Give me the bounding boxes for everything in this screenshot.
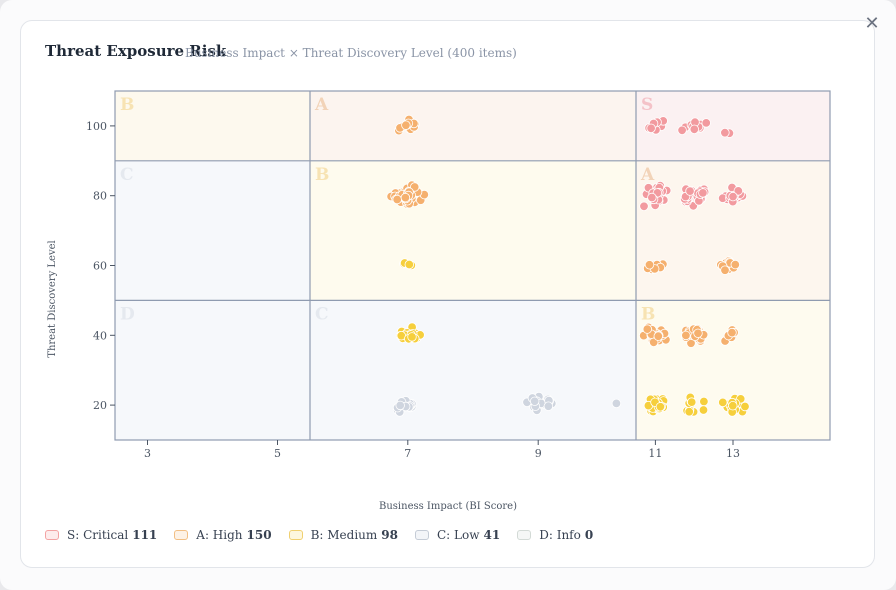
legend-count: 0 (584, 528, 594, 542)
chart-subtitle: Business Impact × Threat Discovery Level… (185, 46, 517, 60)
data-point[interactable] (687, 397, 697, 407)
legend-swatch-low (415, 530, 429, 540)
data-point[interactable] (720, 127, 730, 138)
zone-borders (114, 90, 831, 441)
legend-count: 98 (381, 528, 398, 542)
data-point[interactable] (718, 397, 728, 408)
data-point[interactable] (681, 330, 691, 341)
data-point[interactable] (611, 398, 622, 409)
data-point[interactable] (728, 401, 738, 411)
legend-label: B: Medium (310, 528, 378, 542)
legend-swatch-high (174, 530, 189, 540)
data-point[interactable] (728, 191, 738, 202)
data-point[interactable] (530, 396, 540, 407)
close-icon[interactable]: ✕ (864, 13, 880, 34)
y-axis-label: Threat Discovery Level (47, 240, 58, 357)
y-tick-label: 100 (86, 120, 107, 133)
zone-grade-label: A (314, 95, 329, 115)
data-point[interactable] (653, 331, 664, 341)
risk-zone (310, 91, 636, 161)
legend-label: S: Critical (67, 528, 129, 542)
risk-zone (636, 91, 830, 161)
risk-zone (636, 300, 830, 440)
data-point[interactable] (693, 328, 703, 339)
data-point[interactable] (677, 125, 687, 136)
data-point[interactable] (727, 327, 737, 338)
zone-grade-label: C (315, 304, 329, 324)
legend-label: D: Info (539, 528, 581, 542)
data-point[interactable] (644, 260, 655, 270)
data-point[interactable] (730, 259, 741, 270)
legend-item-high[interactable]: A: High 150 (174, 528, 272, 542)
data-point[interactable] (733, 186, 744, 196)
zone-grade-label: S (641, 95, 653, 115)
data-point[interactable] (392, 194, 402, 205)
zone-grade-label: B (315, 165, 329, 185)
data-point[interactable] (701, 118, 711, 128)
legend-item-medium[interactable]: B: Medium 98 (288, 528, 398, 542)
x-tick-label: 13 (726, 447, 740, 460)
data-point[interactable] (407, 332, 417, 342)
risk-zones: B A S C B A D C B (115, 91, 830, 440)
data-point[interactable] (642, 324, 653, 334)
data-point[interactable] (698, 188, 708, 198)
y-tick-label: 40 (93, 329, 107, 342)
y-tick-label: 60 (93, 260, 107, 273)
data-point[interactable] (720, 265, 730, 275)
data-point[interactable] (655, 402, 666, 412)
data-point[interactable] (684, 407, 694, 417)
zone-grade-label: A (640, 165, 655, 185)
x-tick-label: 7 (404, 447, 411, 460)
legend-label: A: High (196, 528, 243, 542)
legend-label: C: Low (437, 528, 480, 542)
data-point[interactable] (698, 405, 709, 415)
legend-item-critical[interactable]: S: Critical 111 (45, 528, 157, 542)
data-points (386, 114, 750, 417)
axes: 3 5 7 9 11 13 20 40 60 80 100 Business Impact (BI S… (47, 120, 740, 512)
data-point[interactable] (543, 401, 554, 411)
risk-zone (310, 300, 636, 440)
data-point[interactable] (740, 401, 750, 412)
chart-title: Threat Exposure Risk (45, 42, 227, 60)
zone-grade-label: C (120, 165, 134, 185)
x-tick-label: 3 (144, 447, 151, 460)
risk-zone (115, 160, 310, 301)
legend: S: Critical 111 A: High 150 B: Medium 98… (45, 528, 610, 542)
x-tick-label: 9 (535, 447, 542, 460)
x-tick-label: 5 (274, 447, 281, 460)
data-point[interactable] (689, 124, 700, 135)
legend-swatch-critical (45, 530, 59, 540)
data-point[interactable] (685, 186, 695, 196)
data-point[interactable] (647, 192, 657, 203)
legend-count: 150 (246, 528, 272, 542)
data-point[interactable] (699, 396, 709, 407)
legend-item-info[interactable]: D: Info 0 (517, 528, 593, 542)
risk-zone (115, 91, 310, 161)
zone-grade-label: B (120, 95, 134, 115)
y-tick-label: 80 (93, 190, 107, 203)
data-point[interactable] (639, 201, 649, 212)
y-tick-label: 20 (93, 399, 107, 412)
data-point[interactable] (395, 400, 405, 411)
legend-swatch-medium (288, 530, 303, 540)
zone-grade-label: D (120, 304, 135, 324)
legend-count: 41 (483, 528, 501, 542)
data-point[interactable] (404, 259, 415, 270)
data-point[interactable] (400, 192, 411, 203)
x-axis-label: Business Impact (BI Score) (379, 501, 517, 512)
data-point[interactable] (646, 123, 656, 134)
data-point[interactable] (401, 120, 411, 130)
legend-count: 111 (132, 528, 158, 542)
risk-zone (310, 160, 636, 301)
risk-zone (636, 160, 830, 301)
zone-grade-label: B (641, 304, 655, 324)
legend-item-low[interactable]: C: Low 41 (415, 528, 500, 542)
risk-zone (115, 300, 310, 440)
legend-swatch-info (517, 530, 532, 540)
x-tick-label: 11 (648, 447, 662, 460)
